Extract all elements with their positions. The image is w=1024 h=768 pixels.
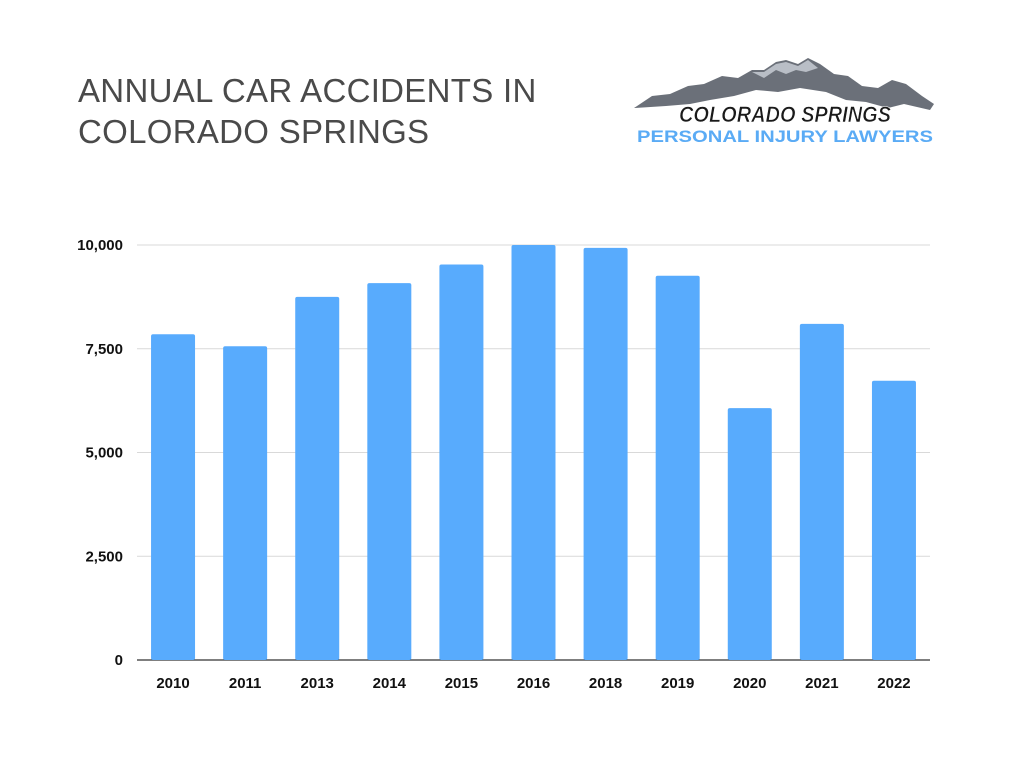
y-tick-label: 0 — [115, 652, 123, 669]
x-tick-label: 2010 — [156, 675, 189, 692]
brand-logo: COLORADO SPRINGS PERSONAL INJURY LAWYERS — [634, 58, 934, 146]
bar — [655, 275, 700, 660]
y-tick-label: 5,000 — [85, 445, 123, 462]
x-tick-label: 2019 — [661, 675, 694, 692]
y-tick-label: 7,500 — [85, 341, 123, 358]
bar — [727, 408, 772, 660]
x-tick-label: 2011 — [229, 675, 262, 692]
x-tick-label: 2013 — [301, 675, 334, 692]
x-tick-label: 2015 — [445, 675, 478, 692]
mountain-silhouette — [634, 58, 934, 110]
bar — [583, 247, 628, 660]
x-tick-label: 2014 — [373, 675, 407, 692]
chart-title-line-2: COLORADO SPRINGS — [78, 113, 430, 150]
bar — [799, 323, 844, 660]
y-tick-label: 2,500 — [85, 548, 123, 565]
logo-line-2: PERSONAL INJURY LAWYERS — [637, 127, 933, 146]
x-tick-label: 2020 — [733, 675, 766, 692]
bar — [367, 283, 412, 660]
bar — [151, 334, 196, 660]
logo-line-1: COLORADO SPRINGS — [679, 102, 891, 127]
y-tick-label: 10,000 — [77, 237, 123, 254]
x-tick-label: 2022 — [877, 675, 910, 692]
bar — [295, 296, 340, 660]
mountain-snow — [752, 60, 818, 78]
chart-title-line-1: ANNUAL CAR ACCIDENTS IN — [78, 72, 537, 109]
bar — [223, 346, 268, 660]
x-tick-label: 2016 — [517, 675, 550, 692]
bar — [511, 245, 556, 660]
chart-title: ANNUAL CAR ACCIDENTS IN COLORADO SPRINGS — [78, 70, 598, 152]
x-tick-label: 2018 — [589, 675, 622, 692]
bar — [871, 380, 916, 660]
x-tick-label: 2021 — [805, 675, 838, 692]
bar — [439, 264, 484, 660]
